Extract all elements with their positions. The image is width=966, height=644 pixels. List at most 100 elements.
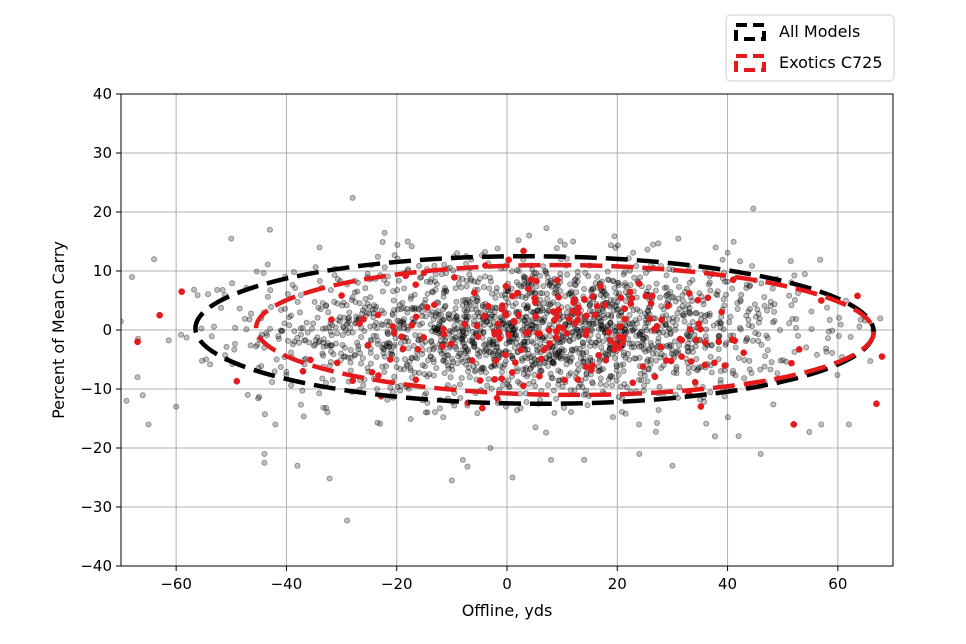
gray-point	[432, 313, 439, 320]
gray-point	[761, 302, 768, 309]
gray-point	[520, 282, 527, 289]
gray-point	[411, 306, 418, 313]
gray-point	[286, 322, 293, 329]
gray-point	[404, 362, 410, 369]
gray-point	[638, 343, 645, 350]
gray-point	[488, 385, 495, 392]
gray-point	[474, 297, 481, 304]
gray-point	[283, 368, 290, 375]
gray-point	[452, 285, 459, 292]
gray-point	[471, 340, 478, 347]
gray-point	[633, 263, 640, 269]
gray-point	[460, 358, 466, 365]
gray-point	[602, 314, 609, 321]
gray-point	[373, 303, 380, 310]
gray-point	[380, 341, 387, 348]
gray-point	[416, 321, 423, 328]
gray-point	[645, 356, 652, 363]
gray-point	[689, 319, 696, 326]
gray-point	[586, 321, 593, 327]
gray-point	[411, 291, 418, 298]
red-point	[550, 316, 558, 324]
red-point	[178, 288, 186, 295]
red-point	[589, 293, 596, 301]
gray-point	[353, 313, 360, 320]
y-tick-label: −20	[80, 439, 112, 457]
gray-point	[331, 298, 338, 305]
gray-point	[611, 303, 618, 310]
red-point	[647, 300, 655, 307]
gray-point	[603, 382, 609, 389]
gray-point	[380, 350, 387, 357]
gray-point	[533, 270, 540, 276]
gray-point	[456, 328, 463, 335]
gray-point	[422, 313, 429, 320]
gray-point	[229, 280, 236, 287]
gray-point	[826, 316, 833, 323]
gray-point	[198, 325, 205, 332]
gray-point	[297, 401, 304, 408]
gray-point	[409, 306, 416, 313]
gray-point	[429, 342, 436, 349]
gray-point	[672, 322, 679, 329]
gray-point	[121, 318, 124, 325]
gray-point	[574, 361, 581, 368]
gray-point	[525, 303, 532, 310]
gray-point	[695, 366, 701, 373]
gray-point	[527, 354, 534, 361]
gray-point	[578, 327, 584, 334]
gray-point	[681, 312, 688, 319]
gray-point	[401, 316, 407, 323]
gray-point	[208, 333, 215, 340]
gray-point	[690, 365, 697, 371]
gray-point	[493, 344, 500, 351]
red-point	[619, 339, 626, 346]
gray-point	[487, 321, 493, 328]
gray-point	[514, 267, 520, 274]
red-point	[374, 311, 382, 319]
gray-point	[415, 306, 422, 313]
gray-point	[700, 301, 707, 308]
gray-point	[613, 367, 620, 374]
gray-point	[361, 328, 368, 335]
gray-point	[523, 305, 530, 312]
gray-point	[596, 314, 603, 321]
gray-point	[589, 380, 596, 387]
gray-point	[801, 271, 808, 277]
gray-point	[641, 334, 648, 340]
gray-point	[614, 298, 621, 305]
gray-point	[567, 358, 574, 365]
red-point	[399, 345, 407, 353]
gray-point	[575, 334, 582, 341]
gray-point	[667, 288, 674, 295]
gray-point	[314, 334, 321, 341]
gray-point	[535, 324, 542, 331]
gray-point	[607, 373, 614, 380]
gray-point	[557, 355, 564, 362]
gray-point	[755, 337, 762, 344]
gray-point	[857, 316, 864, 323]
gray-point	[637, 328, 644, 335]
gray-point	[665, 297, 672, 304]
gray-point	[626, 356, 633, 363]
gray-point	[614, 279, 621, 286]
gray-point	[637, 274, 644, 281]
red-point	[524, 329, 532, 336]
gray-point	[339, 302, 346, 309]
gray-point	[407, 367, 414, 374]
red-point	[686, 326, 694, 334]
red-point	[571, 319, 579, 327]
gray-point	[576, 345, 583, 352]
gray-point	[346, 314, 352, 321]
gray-point	[565, 291, 572, 297]
gray-point	[653, 280, 660, 287]
gray-point	[571, 281, 578, 288]
gray-point	[268, 304, 275, 310]
gray-point	[521, 317, 528, 324]
gray-point	[686, 309, 693, 316]
gray-point	[574, 278, 581, 285]
gray-point	[630, 327, 637, 334]
gray-point	[443, 288, 450, 295]
gray-point	[292, 285, 299, 292]
red-point	[552, 328, 560, 335]
